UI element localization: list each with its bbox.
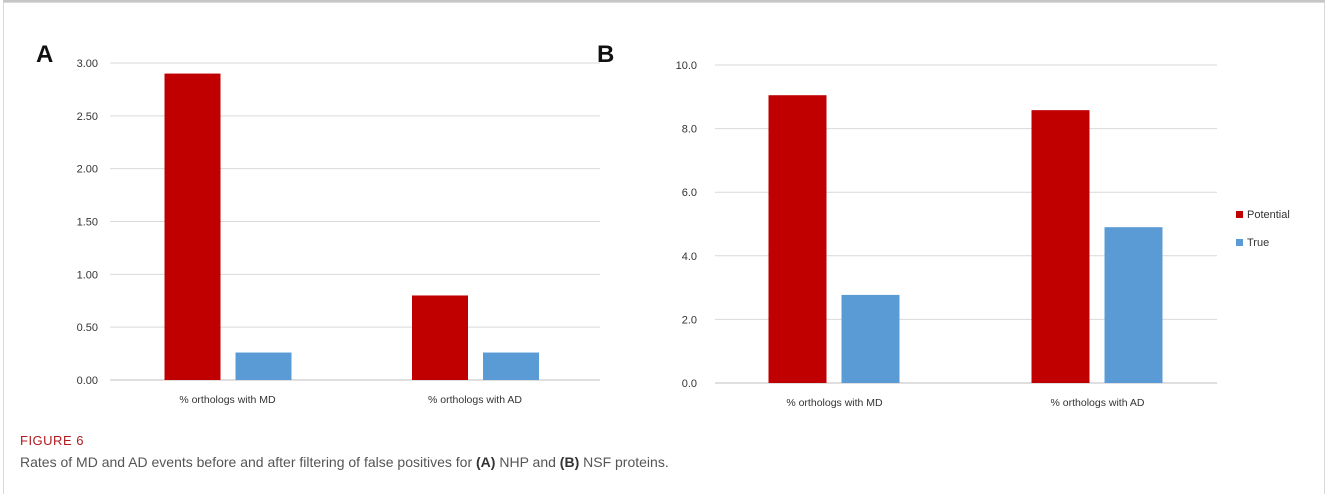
figure-frame bbox=[3, 2, 1325, 494]
figure-charts: A 0.00 0.50 1.00 1.50 2.00 2.50 3.00 % orthologs… bbox=[36, 41, 1290, 409]
caption-label: FIGURE 6 bbox=[20, 433, 84, 448]
caption-ref-a: (A) bbox=[476, 454, 496, 470]
legend-swatch-potential bbox=[1236, 211, 1243, 218]
caption-text: Rates of MD and AD events before and aft… bbox=[20, 454, 1310, 470]
figure-caption: FIGURE 6 Rates of MD and AD events befor… bbox=[20, 433, 1310, 470]
panel-a-letter: A bbox=[36, 41, 53, 68]
legend-label-true: True bbox=[1247, 237, 1269, 249]
legend-swatch-true bbox=[1236, 239, 1243, 246]
caption-text-2: NHP and bbox=[495, 454, 560, 470]
panel-a-bar-true-1 bbox=[235, 352, 292, 380]
panel-b-ytick-label: 0.0 bbox=[682, 378, 697, 390]
panel-a-ytick-label: 0.50 bbox=[77, 322, 98, 334]
panel-b-bar-potential-1 bbox=[768, 95, 827, 384]
panel-b-ytick-label: 10.0 bbox=[676, 60, 697, 72]
panel-b-ytick-label: 4.0 bbox=[682, 251, 697, 263]
caption-text-1: Rates of MD and AD events before and aft… bbox=[20, 454, 477, 470]
panel-b-bar-true-1 bbox=[841, 294, 900, 383]
panel-b-ytick-label: 2.0 bbox=[682, 314, 697, 326]
panel-b-ytick-label: 6.0 bbox=[682, 187, 697, 199]
panel-a-ytick-label: 2.50 bbox=[77, 111, 98, 123]
panel-a-ytick-label: 3.00 bbox=[77, 58, 98, 70]
legend-label-potential: Potential bbox=[1247, 209, 1290, 221]
panel-b-ytick-label: 8.0 bbox=[682, 124, 697, 136]
caption-text-3: NSF proteins. bbox=[579, 454, 669, 470]
panel-a-bar-potential-1 bbox=[164, 73, 221, 381]
panel-b-bar-potential-2 bbox=[1031, 110, 1090, 383]
panel-a-ytick-label: 2.00 bbox=[77, 164, 98, 176]
top-rule bbox=[3, 0, 1325, 2]
panel-b-bar-true-2 bbox=[1104, 227, 1163, 383]
panel-a-category-label: % orthologs with MD bbox=[179, 394, 276, 406]
caption-ref-b: (B) bbox=[559, 454, 580, 470]
panel-a-ytick-label: 1.50 bbox=[77, 217, 98, 229]
panel-a-bar-potential-2 bbox=[412, 295, 468, 380]
panel-b-category-label: % orthologs with AD bbox=[1051, 397, 1145, 409]
panel-a-category-label: % orthologs with AD bbox=[428, 394, 522, 406]
panel-a-ytick-label: 0.00 bbox=[77, 375, 98, 387]
panel-a-bar-true-2 bbox=[483, 352, 539, 380]
panel-b-letter: B bbox=[597, 41, 614, 68]
panel-b-category-label: % orthologs with MD bbox=[786, 397, 883, 409]
panel-a-ytick-label: 1.00 bbox=[77, 269, 98, 281]
